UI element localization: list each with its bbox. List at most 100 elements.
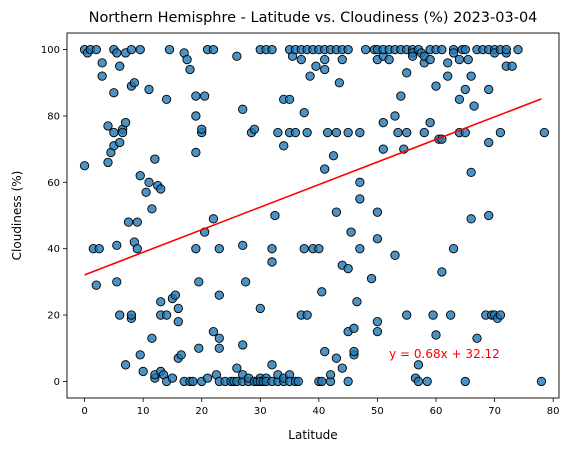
data-point [501,44,511,55]
data-point [320,164,330,174]
data-point [112,277,122,287]
data-point [290,127,301,138]
data-point [167,373,178,383]
data-point [495,127,506,138]
data-point [320,54,330,65]
data-point [202,373,213,383]
data-point [355,194,365,204]
data-point [302,127,312,138]
data-point [402,68,412,78]
data-point [191,244,201,254]
data-point [466,214,476,224]
data-point [126,310,137,320]
data-point [443,58,453,68]
data-point [156,297,166,307]
data-point [141,187,151,197]
data-point [305,71,315,81]
data-point [191,147,201,158]
data-point [91,280,101,290]
data-point [185,64,195,75]
data-point [355,244,365,254]
data-point [117,127,128,138]
data-point [325,370,336,380]
data-point [170,290,181,300]
data-point [194,277,204,287]
data-point [214,244,224,254]
data-point [431,81,441,91]
data-point [355,177,365,187]
data-point [337,54,347,65]
data-point [173,317,183,327]
data-point [445,310,456,320]
x-axis-title: Latitude [288,428,337,442]
data-point [428,310,438,320]
data-point [115,61,125,71]
data-point [331,207,342,217]
data-point [97,58,107,68]
data-point [314,244,324,254]
data-point [129,78,140,88]
data-point [437,267,447,277]
data-point [372,234,383,244]
y-axis: 0 20 40 60 80 100 [41,45,67,388]
data-point [112,240,122,251]
y-tick-label: 40 [47,244,60,255]
data-point [352,297,362,307]
data-point [109,127,119,138]
data-point [103,121,113,131]
data-point [267,360,277,370]
data-point [378,144,388,154]
data-point [115,137,125,148]
x-axis: 0 10 20 30 40 50 60 70 80 [81,398,560,417]
data-point [255,303,265,314]
data-point [536,376,547,387]
data-point [112,48,122,58]
data-point [372,326,383,337]
data-point [103,157,113,168]
data-point [343,376,353,387]
data-point [191,111,201,121]
data-point [349,346,359,357]
x-tick-label: 10 [137,406,150,417]
x-tick-label: 20 [195,406,208,417]
data-point [448,48,459,58]
x-tick-label: 70 [488,406,501,417]
data-point [431,330,441,340]
data-point [115,310,125,320]
data-point [346,227,356,237]
y-tick-label: 100 [41,45,60,56]
data-point [393,127,403,138]
data-point [425,54,435,65]
data-point [413,360,424,370]
data-point [396,91,406,101]
data-point [378,117,388,128]
data-point [413,376,424,387]
data-point [279,141,289,151]
data-point [238,104,248,114]
data-point [366,273,377,284]
data-point [296,54,306,65]
data-point [331,127,342,138]
x-tick-label: 50 [371,406,384,417]
data-point [402,310,412,320]
data-point [150,154,160,164]
data-point [238,240,248,251]
data-point [539,127,550,138]
data-point [120,360,131,370]
data-point [437,44,447,55]
data-point [199,91,210,101]
data-point [197,124,207,134]
data-point [322,127,333,138]
data-point [135,44,145,55]
data-point [249,124,260,134]
data-point [208,326,219,337]
chart-title: Northern Hemisphre - Latitude vs. Cloudi… [89,10,538,26]
data-point [361,44,371,55]
data-point [232,51,242,61]
data-point [425,117,435,128]
data-point [372,207,383,217]
data-point [91,44,101,55]
data-point [214,290,224,300]
data-point [97,71,107,81]
data-point [161,310,172,320]
